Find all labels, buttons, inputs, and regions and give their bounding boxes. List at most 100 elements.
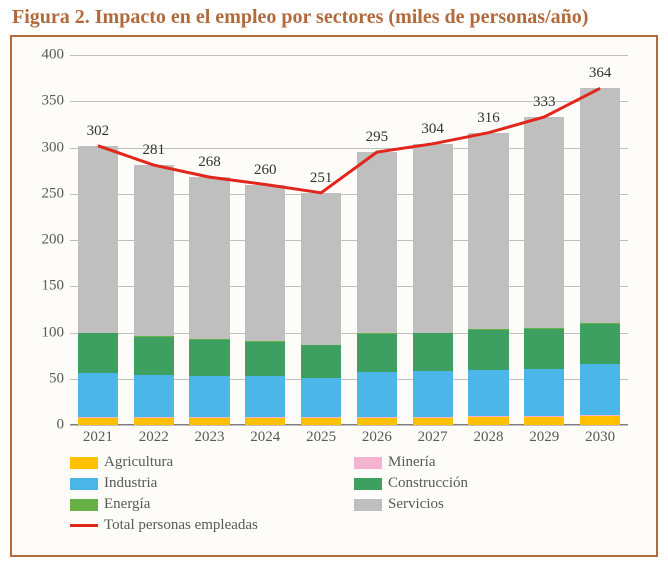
x-tick-label: 2025 (293, 429, 349, 446)
bar-segment-servicios (245, 185, 285, 341)
bar-column: 333 (516, 55, 572, 425)
total-value-label: 302 (70, 123, 126, 140)
bar-segment-construccion (580, 324, 620, 364)
x-tick-label: 2027 (405, 429, 461, 446)
bar-column: 260 (237, 55, 293, 425)
bar (78, 146, 118, 425)
bar (357, 152, 397, 425)
total-value-label: 333 (516, 94, 572, 111)
bar-segment-agricultura (413, 418, 453, 425)
y-tick-label: 350 (28, 93, 64, 110)
legend-item-energia: Energía (70, 496, 344, 513)
bar-segment-construccion (134, 337, 174, 375)
bar-segment-construccion (78, 333, 118, 373)
total-value-label: 364 (572, 65, 628, 82)
legend-swatch-line (70, 524, 98, 527)
bar-segment-agricultura (134, 418, 174, 425)
legend: Agricultura Minería Industria Construcción E… (70, 454, 628, 534)
bar-segment-servicios (357, 152, 397, 333)
bar-segment-servicios (78, 146, 118, 333)
bar-segment-agricultura (189, 418, 229, 425)
bar-segment-industria (413, 371, 453, 417)
bar (468, 133, 508, 425)
bar-segment-servicios (301, 193, 341, 345)
legend-swatch (354, 478, 382, 490)
bar-segment-agricultura (301, 418, 341, 425)
legend-item-agricultura: Agricultura (70, 454, 344, 471)
total-value-label: 316 (461, 110, 517, 127)
y-tick-label: 300 (28, 139, 64, 156)
figure-container: Figura 2. Impacto en el empleo por secto… (0, 0, 668, 570)
bar-segment-servicios (468, 133, 508, 329)
bar-segment-industria (301, 378, 341, 417)
bar-segment-industria (134, 375, 174, 417)
bar-segment-industria (580, 364, 620, 415)
legend-item-line: Total personas empleadas (70, 517, 628, 534)
bar-segment-industria (189, 376, 229, 417)
bars-row: 302281268260251295304316333364 (70, 55, 628, 425)
bar (189, 177, 229, 425)
figure-title: Figura 2. Impacto en el empleo por secto… (12, 6, 658, 29)
y-tick-label: 0 (28, 417, 64, 434)
bar-column: 302 (70, 55, 126, 425)
bar-segment-construccion (301, 345, 341, 377)
y-tick-label: 150 (28, 278, 64, 295)
legend-label: Industria (104, 475, 157, 492)
bar-segment-servicios (189, 177, 229, 339)
legend-swatch (354, 457, 382, 469)
legend-label: Construcción (388, 475, 468, 492)
y-tick-label: 100 (28, 324, 64, 341)
bar (580, 88, 620, 425)
y-tick-label: 50 (28, 370, 64, 387)
bar (245, 185, 285, 426)
bar-segment-construccion (468, 330, 508, 370)
legend-label: Total personas empleadas (104, 517, 258, 534)
legend-label: Energía (104, 496, 150, 513)
bar-segment-agricultura (245, 418, 285, 425)
bar-segment-servicios (134, 165, 174, 336)
legend-item-servicios: Servicios (354, 496, 628, 513)
legend-item-construccion: Construcción (354, 475, 628, 492)
x-tick-label: 2028 (461, 429, 517, 446)
x-tick-label: 2029 (516, 429, 572, 446)
bar-segment-industria (245, 376, 285, 417)
x-tick-label: 2021 (70, 429, 126, 446)
chart-frame: 302281268260251295304316333364 0 50 100 150… (10, 35, 658, 557)
legend-item-industria: Industria (70, 475, 344, 492)
x-tick-label: 2022 (126, 429, 182, 446)
legend-label: Agricultura (104, 454, 173, 471)
bar-segment-construccion (245, 342, 285, 376)
y-tick-label: 200 (28, 232, 64, 249)
bar-segment-industria (357, 372, 397, 417)
total-value-label: 281 (126, 142, 182, 159)
legend-swatch (70, 478, 98, 490)
bar (301, 193, 341, 425)
bar-column: 304 (405, 55, 461, 425)
bar-column: 316 (461, 55, 517, 425)
bar (413, 144, 453, 425)
grid-line (70, 425, 628, 426)
bar-segment-agricultura (524, 417, 564, 425)
y-tick-label: 250 (28, 185, 64, 202)
x-axis-labels: 2021202220232024202520262027202820292030 (70, 429, 628, 446)
bar-segment-servicios (580, 88, 620, 323)
bar-segment-agricultura (357, 418, 397, 425)
bar-segment-construccion (524, 329, 564, 369)
bar-segment-agricultura (78, 418, 118, 425)
legend-swatch (354, 499, 382, 511)
legend-label: Minería (388, 454, 435, 471)
plot-area: 302281268260251295304316333364 050100150… (70, 55, 628, 425)
bar-column: 295 (349, 55, 405, 425)
bar-column: 364 (572, 55, 628, 425)
legend-item-mineria: Minería (354, 454, 628, 471)
bar-segment-construccion (357, 334, 397, 372)
bar-segment-servicios (524, 117, 564, 328)
bar-segment-agricultura (580, 416, 620, 425)
y-tick-label: 400 (28, 47, 64, 64)
bar-segment-industria (78, 373, 118, 417)
bar-column: 281 (126, 55, 182, 425)
bar-segment-construccion (189, 340, 229, 376)
total-value-label: 268 (182, 154, 238, 171)
total-value-label: 304 (405, 121, 461, 138)
bar (524, 117, 564, 425)
